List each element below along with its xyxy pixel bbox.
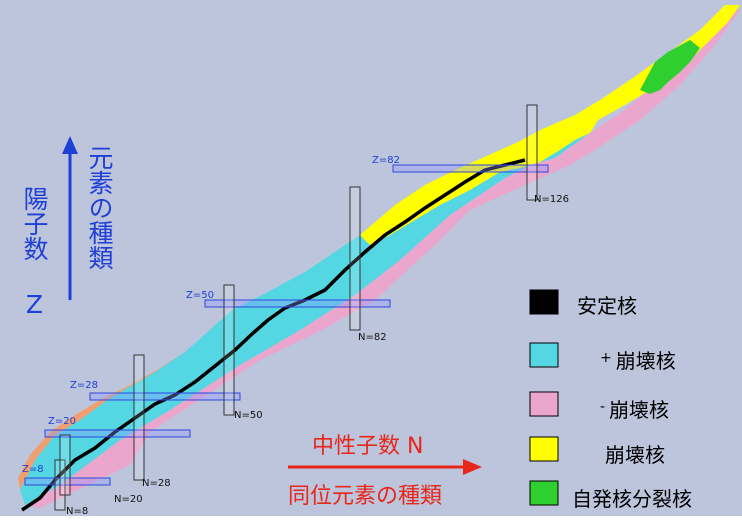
axis-arrows (62, 136, 482, 475)
z-axis-arrowhead (62, 136, 78, 154)
n-axis-arrowhead (463, 459, 482, 475)
beta-plus-region (20, 115, 590, 505)
beta-minus-region (25, 8, 740, 508)
z-axis-label: 陽子数 Z (20, 186, 49, 319)
magic-z-label: Z=20 (48, 416, 76, 427)
legend-label-stable: 安定核 (577, 294, 637, 318)
magic-z-bar (24, 477, 111, 486)
magic-z-label: Z=28 (70, 380, 98, 391)
magic-n-label: N=126 (534, 194, 569, 205)
magic-z-bar (392, 164, 549, 173)
legend-label-alpha: 崩壊核 (605, 443, 665, 467)
legend-beta-plus-swatch (529, 342, 559, 368)
magic-n-label: N=28 (142, 478, 171, 489)
legend-stable-swatch (529, 289, 559, 315)
magic-z-bar (44, 429, 191, 438)
magic-n-bar (349, 186, 361, 331)
magic-z-label: Z=82 (372, 155, 400, 166)
n-axis-label: 中性子数 N (312, 434, 424, 459)
magic-n-bar (133, 354, 145, 481)
magic-z-bars (24, 164, 549, 486)
magic-z-label: Z=8 (22, 464, 44, 475)
z-axis-sublabel: 元素の種類 (85, 145, 114, 270)
stability-line (21, 158, 526, 512)
magic-n-bar (526, 104, 538, 201)
magic-z-label: Z=50 (186, 290, 214, 301)
magic-n-label: N=50 (234, 410, 263, 421)
legend-label-beta-plus: + 崩壊核 (600, 349, 676, 373)
alpha-region (360, 5, 740, 245)
magic-n-label: N=20 (114, 494, 143, 505)
magic-z-bar (204, 299, 391, 308)
legend-alpha-swatch (529, 436, 559, 462)
magic-n-label: N=82 (358, 332, 387, 343)
legend-fission-swatch (529, 480, 559, 506)
magic-n-bar (59, 434, 71, 496)
n-axis-sublabel: 同位元素の種類 (288, 484, 443, 509)
legend-label-fission: 自発核分裂核 (572, 487, 692, 511)
legend-swatches (529, 289, 559, 506)
magic-n-bars (54, 104, 538, 511)
fission-region (640, 40, 700, 94)
legend-beta-minus-swatch (529, 391, 559, 417)
magic-z-bar (89, 392, 241, 401)
magic-n-bar (223, 284, 235, 416)
nuclide-bands (18, 5, 740, 508)
magic-n-label: N=8 (66, 506, 89, 517)
legend-label-beta-minus: - 崩壊核 (600, 398, 670, 422)
